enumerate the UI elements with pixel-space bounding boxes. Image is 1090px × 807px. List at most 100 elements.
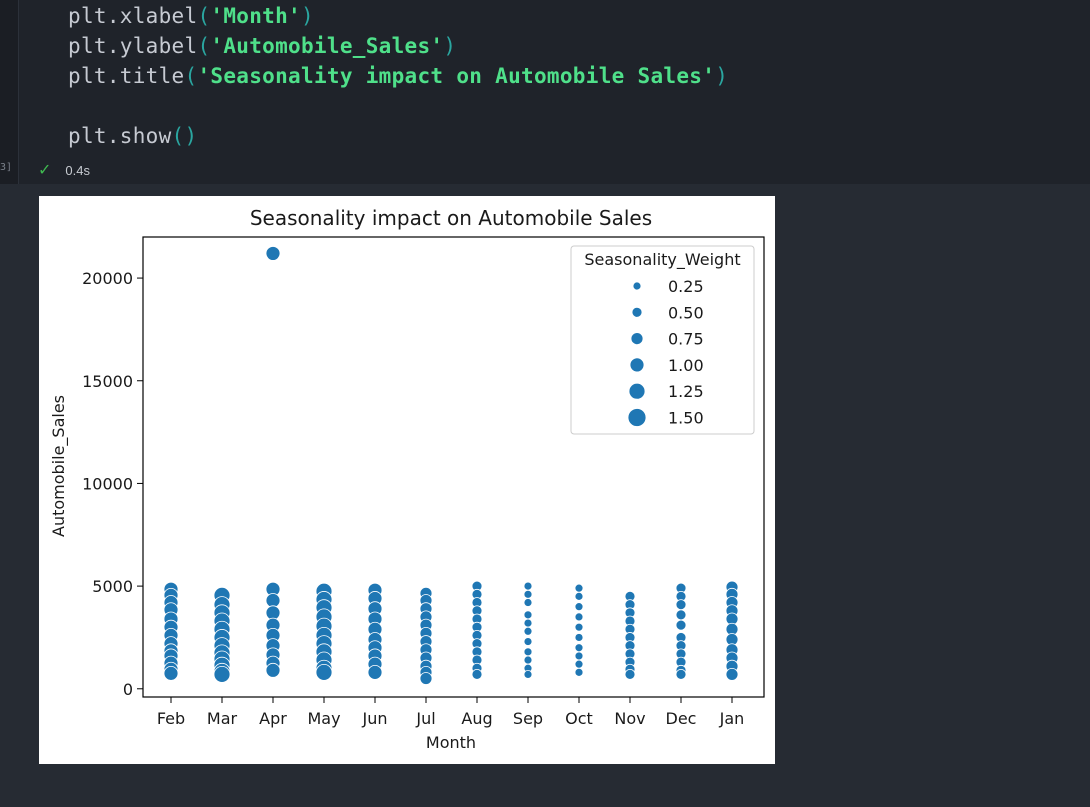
data-point xyxy=(471,669,483,680)
data-point xyxy=(523,610,533,620)
data-point xyxy=(675,599,687,610)
data-point xyxy=(523,581,533,591)
open-paren: ( xyxy=(197,4,211,28)
data-point xyxy=(574,651,584,661)
cell-gutter xyxy=(0,0,19,184)
execution-status: ✓ 0.4s xyxy=(38,160,90,180)
axes-frame xyxy=(142,236,765,698)
data-point xyxy=(675,609,687,621)
y-axis-ticks: 0 5000 10000 15000 20000 xyxy=(82,269,143,699)
x-tick-label: Aug xyxy=(461,709,492,728)
data-points xyxy=(163,246,739,685)
code-line-ylabel[interactable]: plt.ylabel('Automobile_Sales') xyxy=(68,34,456,58)
cell-output: Seasonality impact on Automobile Sales M… xyxy=(39,196,775,764)
x-tick-label: Jan xyxy=(719,709,745,728)
legend-label: 1.25 xyxy=(668,382,704,401)
code-line-show[interactable]: plt.show() xyxy=(68,124,197,148)
data-point xyxy=(265,593,281,608)
data-point xyxy=(523,589,533,599)
data-point xyxy=(574,602,584,612)
legend-marker xyxy=(627,408,647,427)
parens: () xyxy=(171,124,198,148)
close-paren: ) xyxy=(715,64,729,88)
data-point xyxy=(574,643,584,653)
code-fn: plt.ylabel xyxy=(68,34,198,58)
check-icon: ✓ xyxy=(38,162,52,179)
data-point xyxy=(523,626,533,636)
execution-count: 3] xyxy=(0,162,13,173)
data-point xyxy=(624,669,636,680)
x-tick-label: Apr xyxy=(259,709,287,728)
x-tick-label: Nov xyxy=(614,709,645,728)
data-point xyxy=(367,664,383,680)
data-point xyxy=(265,246,281,261)
execution-duration: 0.4s xyxy=(65,162,90,178)
legend-label: 1.00 xyxy=(668,356,704,375)
data-point xyxy=(574,622,584,632)
code-string: 'Month' xyxy=(210,4,301,28)
code-cell[interactable]: 3] plt.xlabel('Month') plt.ylabel('Autom… xyxy=(0,0,1090,184)
x-tick-label: Jun xyxy=(362,709,388,728)
data-point xyxy=(265,662,281,678)
code-line-title[interactable]: plt.title('Seasonality impact on Automob… xyxy=(68,64,728,88)
data-point xyxy=(419,672,433,685)
legend: Seasonality_Weight 0.25 0.50 0.75 1.00 1.25 1.… xyxy=(570,245,755,435)
legend-marker xyxy=(629,357,645,373)
data-point xyxy=(523,670,533,679)
x-tick-label: Mar xyxy=(207,709,238,728)
data-point xyxy=(315,663,333,681)
data-point xyxy=(574,667,584,677)
x-tick-label: Feb xyxy=(157,709,185,728)
y-axis-label: Automobile_Sales xyxy=(49,395,69,537)
data-point xyxy=(523,647,533,657)
data-point xyxy=(523,618,533,628)
data-point xyxy=(213,666,231,683)
code-string: 'Seasonality impact on Automobile Sales' xyxy=(197,64,716,88)
legend-title: Seasonality_Weight xyxy=(584,250,740,270)
code-fn: plt.xlabel xyxy=(68,4,198,28)
legend-marker xyxy=(632,281,642,291)
data-point xyxy=(163,665,179,681)
data-point xyxy=(574,583,584,593)
y-tick-label: 5000 xyxy=(92,577,133,596)
x-axis-label: Month xyxy=(426,733,476,752)
code-fn: plt.show xyxy=(68,124,172,148)
x-tick-label: Oct xyxy=(565,709,593,728)
data-point xyxy=(574,612,584,622)
open-paren: ( xyxy=(184,64,198,88)
legend-label: 1.50 xyxy=(668,409,704,428)
x-axis-ticks: Feb Mar Apr May Jun Jul Aug Sep Oct Nov Dec Jan xyxy=(157,697,745,728)
chart-title: Seasonality impact on Automobile Sales xyxy=(250,206,652,230)
y-tick-label: 20000 xyxy=(82,269,133,288)
data-point xyxy=(574,633,584,642)
scatter-chart: Seasonality impact on Automobile Sales M… xyxy=(39,196,775,764)
data-point xyxy=(725,668,739,681)
data-point xyxy=(675,669,687,680)
legend-marker xyxy=(631,306,643,318)
y-tick-label: 15000 xyxy=(82,372,133,391)
code-line-xlabel[interactable]: plt.xlabel('Month') xyxy=(68,4,314,28)
data-point xyxy=(574,659,584,669)
x-tick-label: Sep xyxy=(513,709,543,728)
code-fn: plt.title xyxy=(68,64,185,88)
legend-marker xyxy=(630,332,644,346)
data-point xyxy=(574,591,584,601)
y-tick-label: 0 xyxy=(123,680,133,699)
open-paren: ( xyxy=(197,34,211,58)
legend-label: 0.50 xyxy=(668,303,704,322)
close-paren: ) xyxy=(443,34,457,58)
x-tick-label: May xyxy=(307,709,340,728)
legend-marker xyxy=(628,382,646,400)
legend-box xyxy=(570,245,755,435)
data-point xyxy=(523,637,533,646)
x-tick-label: Jul xyxy=(415,709,435,728)
close-paren: ) xyxy=(301,4,314,28)
code-string: 'Automobile_Sales' xyxy=(210,34,444,58)
y-tick-label: 10000 xyxy=(82,474,133,493)
data-point xyxy=(523,655,533,665)
data-point xyxy=(265,605,281,621)
data-point xyxy=(675,619,687,631)
x-tick-label: Dec xyxy=(666,709,697,728)
legend-label: 0.25 xyxy=(668,277,704,296)
data-point xyxy=(523,598,533,607)
